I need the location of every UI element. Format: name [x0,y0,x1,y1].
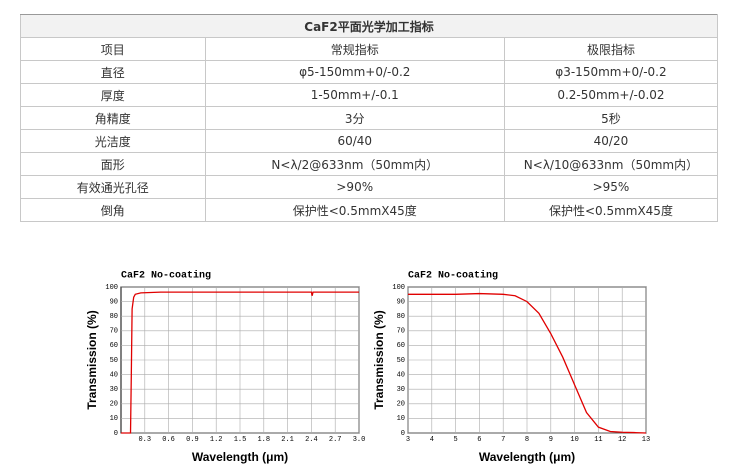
y-tick-label: 30 [397,386,405,394]
y-tick-label: 70 [110,328,118,336]
x-tick-label: 13 [642,436,650,444]
cell: 3分 [204,106,505,130]
x-tick-label: 7 [501,436,505,444]
x-tick-label: 3.0 [353,436,366,444]
cell: 倒角 [20,198,206,222]
y-tick-label: 50 [397,357,405,365]
y-tick-label: 40 [110,371,118,379]
y-tick-label: 10 [110,415,118,423]
header-row: 项目 常规指标 极限指标 [20,37,719,61]
y-tick-label: 100 [105,284,118,292]
y-tick-label: 10 [397,415,405,423]
row: 光洁度 60/40 40/20 [20,129,719,153]
y-tick-label: 90 [110,298,118,306]
x-tick-label: 12 [618,436,626,444]
header-cell: 常规指标 [204,37,505,61]
row: 直径 φ5-150mm+0/-0.2 φ3-150mm+0/-0.2 [20,60,719,84]
x-tick-label: 2.1 [281,436,294,444]
x-tick-label: 2.4 [305,436,318,444]
x-tick-label: 5 [453,436,457,444]
y-tick-label: 0 [114,430,118,438]
y-tick-label: 20 [110,401,118,409]
y-tick-label: 40 [397,371,405,379]
chart-title: CaF2 No-coating [121,270,211,282]
x-tick-label: 8 [525,436,529,444]
cell: 40/20 [503,129,719,153]
line [121,291,359,434]
cell: 光洁度 [20,129,206,153]
y-tick-label: 80 [110,313,118,321]
x-tick-label: 10 [570,436,578,444]
y-tick-label: 50 [110,357,118,365]
y-tick-label: 100 [392,284,405,292]
y-tick-label: 60 [110,342,118,350]
cell: φ3-150mm+0/-0.2 [503,60,719,84]
y-tick-label: 70 [397,328,405,336]
x-tick-label: 1.8 [257,436,270,444]
x-tick-label: 9 [549,436,553,444]
x-tick-label: 0.6 [162,436,175,444]
x-tick-label: 1.5 [234,436,247,444]
cell: 角精度 [20,106,206,130]
x-tick-label: 0.9 [186,436,199,444]
y-tick-label: 0 [401,430,405,438]
title-row: CaF2平面光学加工指标 [20,14,718,38]
row: 倒角 保护性<0.5mmX45度 保护性<0.5mmX45度 [20,198,719,222]
cell: 面形 [20,152,206,176]
chart-title: CaF2 No-coating [408,270,498,282]
x-tick-label: 2.7 [329,436,342,444]
y-tick-label: 90 [397,298,405,306]
x-tick-label: 6 [477,436,481,444]
cell: 0.2-50mm+/-0.02 [503,83,719,107]
y-axis-label: Transmission (%) [85,310,99,409]
x-tick-label: 4 [430,436,434,444]
y-axis-label: Transmission (%) [372,310,386,409]
x-axis-label: Wavelength (μm) [192,450,288,464]
spec-table: CaF2平面光学加工指标 项目 常规指标 极限指标 直径 φ5-150mm+0/-0.… [20,14,719,222]
table-title: CaF2平面光学加工指标 [20,14,718,38]
x-tick-label: 3 [406,436,410,444]
cell: N<λ/10@633nm（50mm内） [503,152,719,176]
line [408,292,647,434]
y-tick-label: 30 [110,386,118,394]
x-tick-label: 1.2 [210,436,223,444]
x-axis-label: Wavelength (μm) [479,450,575,464]
x-tick-label: 11 [594,436,602,444]
cell: 保护性<0.5mmX45度 [204,198,505,222]
y-tick-label: 80 [397,313,405,321]
cell: 有效通光孔径 [20,175,206,199]
cell: 保护性<0.5mmX45度 [503,198,719,222]
y-tick-label: 60 [397,342,405,350]
header-cell: 极限指标 [503,37,719,61]
cell: >95% [503,175,719,199]
y-tick-label: 20 [397,401,405,409]
x-tick-label: 0.3 [138,436,151,444]
